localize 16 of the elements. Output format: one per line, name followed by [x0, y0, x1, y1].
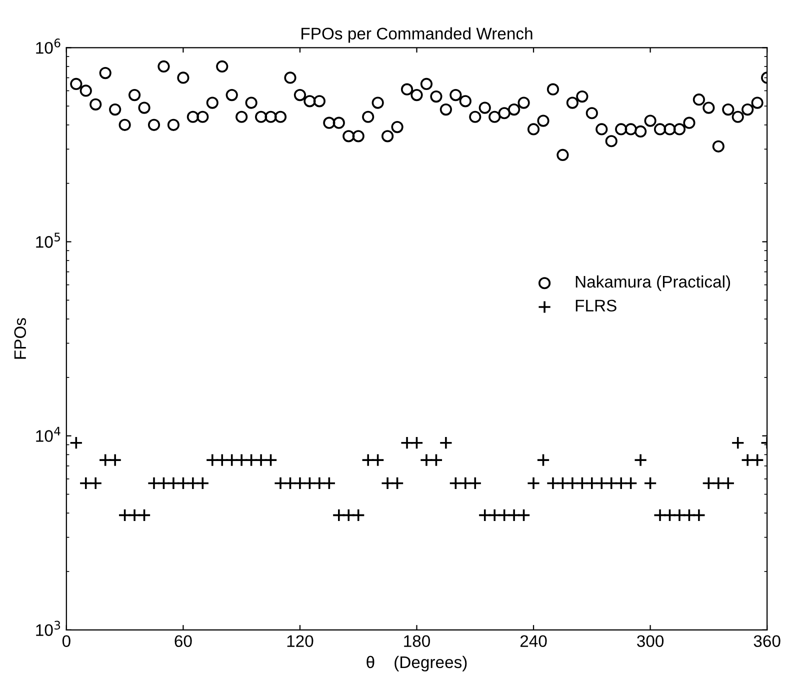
y-tick-label: 10$^{4}$	[36, 426, 60, 442]
x-tick-label: 300	[637, 635, 664, 648]
x-axis-title: θ (Degrees)	[366, 656, 467, 672]
legend-label: Nakamura (Practical)	[576, 275, 730, 291]
x-tick-label: 60	[174, 635, 192, 648]
x-tick-label: 360	[754, 635, 780, 648]
x-tick-label: 0	[62, 635, 70, 648]
y-tick-label: 10$^{3}$	[36, 620, 60, 636]
x-tick-label: 240	[520, 635, 547, 648]
y-tick-label: 10$^{6}$	[36, 38, 60, 54]
y-tick-label: 10$^{5}$	[36, 232, 60, 248]
x-tick-label: 180	[404, 635, 430, 648]
legend-label: FLRS	[576, 300, 616, 312]
y-axis-title: FPOs	[14, 318, 26, 359]
x-tick-label: 120	[287, 635, 314, 648]
chart-title: FPOs per Commanded Wrench	[302, 27, 532, 43]
